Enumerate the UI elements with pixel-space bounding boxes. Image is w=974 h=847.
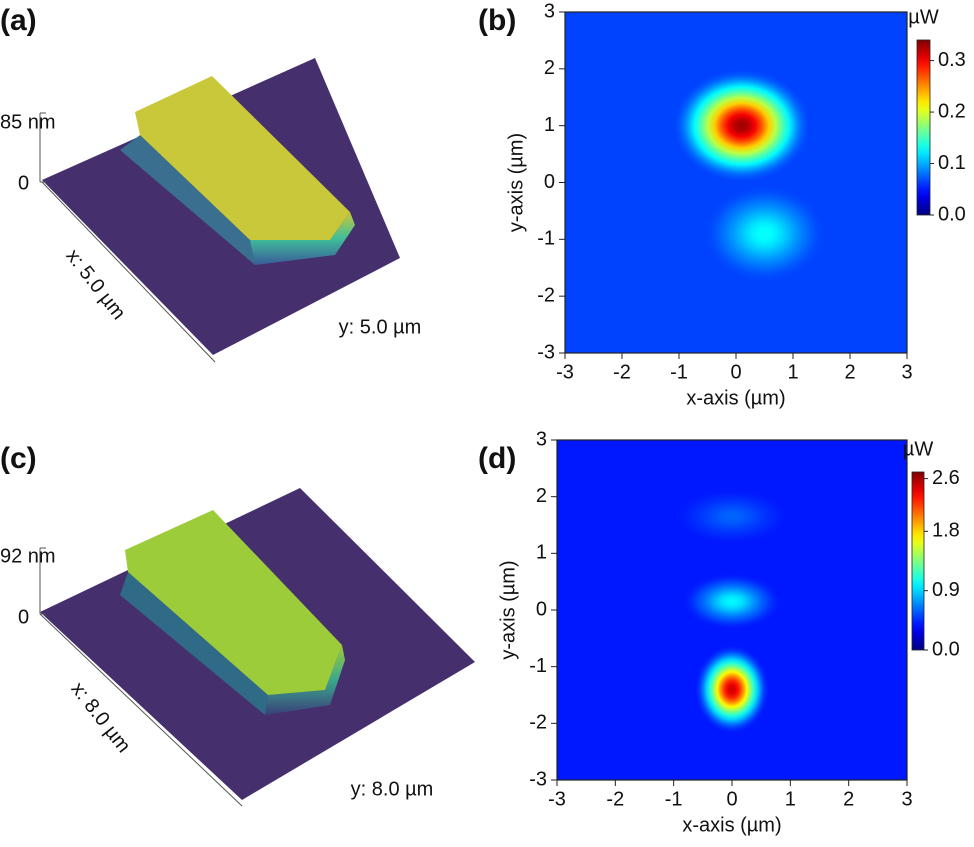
stripe-top	[125, 510, 342, 695]
panel-label: (a)	[0, 4, 37, 37]
y-size-label: y: 5.0 µm	[339, 316, 422, 338]
x-tick-label: 3	[901, 361, 912, 383]
y-tick-label: 1	[536, 542, 547, 564]
x-tick-label: -2	[613, 361, 631, 383]
colorbar-tick-label: 0.3	[938, 49, 966, 71]
x-axis-title: x-axis (µm)	[682, 814, 781, 836]
heatmap	[557, 440, 907, 780]
stripe-top	[135, 76, 350, 240]
colorbar	[916, 39, 931, 216]
y-tick-label: 1	[544, 114, 555, 136]
x-tick-label: -3	[556, 361, 574, 383]
x-tick-label: -1	[670, 361, 688, 383]
intensity-spot	[673, 69, 810, 182]
x-axis-title: x-axis (µm)	[686, 387, 785, 409]
zero-label: 0	[18, 172, 29, 194]
intensity-spot	[674, 488, 790, 545]
colorbar-tick-label: 2.6	[932, 467, 960, 489]
colorbar-tick-label: 1.8	[932, 520, 960, 542]
panel-label: (d)	[478, 442, 516, 475]
y-size-label: y: 8.0 µm	[351, 778, 434, 800]
y-tick-label: 3	[544, 0, 555, 22]
y-tick-label: -2	[529, 712, 547, 734]
heatmap	[565, 12, 907, 353]
x-edge	[41, 181, 216, 363]
x-tick-label: 3	[901, 788, 912, 810]
y-tick-label: 2	[544, 57, 555, 79]
y-tick-label: 2	[536, 485, 547, 507]
y-axis-title: y-axis (µm)	[497, 560, 519, 659]
x-tick-label: 0	[730, 361, 741, 383]
heatmap-background	[565, 12, 907, 353]
x-tick-label: 2	[844, 361, 855, 383]
colorbar-tick-label: 0.2	[938, 100, 966, 122]
x-tick-label: -3	[548, 788, 566, 810]
colorbar-tick-label: 0.9	[932, 579, 960, 601]
wall	[120, 135, 255, 265]
y-tick-label: -1	[529, 655, 547, 677]
y-tick-label: 3	[536, 428, 547, 450]
y-tick-label: 0	[544, 171, 555, 193]
colorbar-unit: µW	[908, 6, 939, 28]
wall	[250, 212, 355, 265]
y-axis-title: y-axis (µm)	[505, 133, 527, 232]
afm-c: (c) 92 nm 0 x: 8.0 µm y: 8.0 µm	[0, 442, 475, 807]
panel-label: (c)	[0, 442, 37, 475]
intensity-spot	[695, 645, 769, 733]
colorbar-tick-label: 0.0	[932, 638, 960, 660]
colorbar-tick-label: 0.0	[938, 203, 966, 225]
zero-label: 0	[18, 606, 29, 628]
y-tick-label: -3	[537, 341, 555, 363]
colorbar-tick-label: 0.1	[938, 152, 966, 174]
intensity-spot	[683, 573, 781, 630]
x-tick-label: -1	[665, 788, 683, 810]
afm-a: (a) 85 nm 0 x: 5.0 µm y: 5.0 µm	[0, 4, 422, 363]
colorbar-unit: µW	[903, 438, 934, 460]
wall	[265, 645, 345, 715]
x-tick-label: 1	[787, 361, 798, 383]
height-label: 92 nm	[0, 545, 56, 567]
colorbar	[911, 471, 925, 651]
panel-label: (b)	[478, 4, 516, 37]
wall	[120, 572, 268, 715]
x-tick-label: 0	[726, 788, 737, 810]
intensity-spot	[704, 185, 825, 282]
x-edge	[39, 613, 243, 807]
y-tick-label: -3	[529, 768, 547, 790]
x-tick-label: -2	[606, 788, 624, 810]
height-label: 85 nm	[0, 111, 56, 133]
x-tick-label: 1	[785, 788, 796, 810]
x-tick-label: 2	[843, 788, 854, 810]
y-tick-label: -1	[537, 228, 555, 250]
y-tick-label: -2	[537, 284, 555, 306]
y-tick-label: 0	[536, 598, 547, 620]
